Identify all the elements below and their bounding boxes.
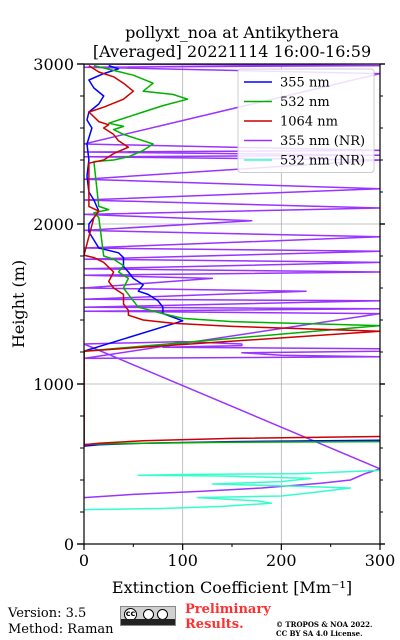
- copyright-notice: © TROPOS & NOA 2022. CC BY SA 4.0 Licens…: [276, 620, 372, 638]
- y-tick-label: 0: [64, 535, 74, 554]
- series-line-2: [84, 64, 380, 446]
- legend-label: 532 nm: [280, 95, 330, 110]
- y-tick-label: 2000: [33, 215, 74, 234]
- version-text: Version: 3.5: [8, 606, 87, 621]
- x-tick-label: 0: [79, 551, 89, 570]
- preliminary-line2: Results.: [185, 617, 244, 632]
- cc-license-icon: cc: [120, 606, 176, 626]
- y-axis-label: Height (m): [9, 260, 28, 348]
- y-tick-label: 3000: [33, 55, 74, 74]
- preliminary-line1: Preliminary: [185, 602, 271, 617]
- x-axis-label: Extinction Coefficient [Mm⁻¹]: [112, 578, 352, 597]
- x-tick-label: 200: [266, 551, 297, 570]
- chart-title-line1: pollyxt_noa at Antikythera: [125, 23, 339, 42]
- series-line-1: [84, 64, 380, 446]
- x-tick-label: 100: [167, 551, 198, 570]
- x-tick-label: 300: [365, 551, 396, 570]
- series-line-4: [84, 469, 380, 511]
- legend-label: 532 nm (NR): [280, 154, 365, 169]
- copyright-line2: CC BY SA 4.0 License.: [276, 629, 363, 638]
- legend-label: 355 nm (NR): [280, 134, 365, 149]
- method-text: Method: Raman: [8, 622, 114, 637]
- chart-title-line2: [Averaged] 20221114 16:00-16:59: [92, 42, 372, 61]
- legend-label: 355 nm: [280, 76, 330, 91]
- legend-box: [237, 68, 375, 173]
- series-line-0: [84, 64, 380, 447]
- copyright-line1: © TROPOS & NOA 2022.: [276, 620, 373, 629]
- y-tick-label: 1000: [33, 375, 74, 394]
- preliminary-results-label: Preliminary Results.: [185, 602, 271, 632]
- legend-label: 1064 nm: [280, 115, 338, 130]
- footer-info: Version: 3.5 Method: Raman: [8, 606, 114, 638]
- legend: 355 nm 532 nm 1064 nm 355 nm (NR) 532 nm (NR…: [237, 68, 375, 173]
